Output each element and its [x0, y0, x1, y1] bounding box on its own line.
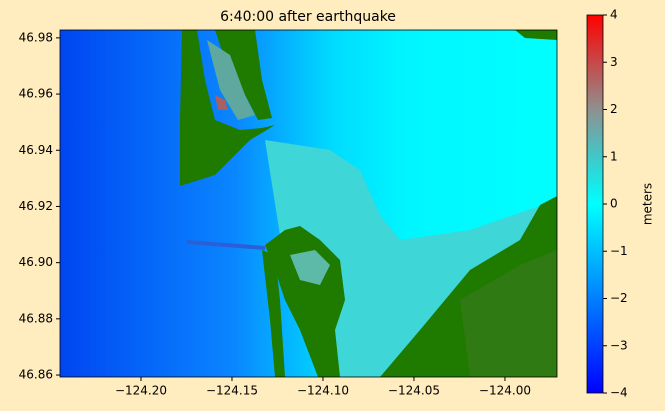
colorbar-tick-label: −1 [610, 244, 628, 258]
colorbar-tick-label: 3 [610, 55, 618, 69]
plot-frame [59, 29, 558, 378]
x-tick-label: −124.15 [206, 384, 258, 398]
colorbar-tick-label: 0 [610, 197, 618, 211]
y-tick-label: 46.92 [19, 199, 53, 213]
map-image [60, 30, 557, 377]
colorbar-tick-label: 2 [610, 102, 618, 116]
y-tick-label: 46.96 [19, 87, 53, 101]
colorbar [586, 14, 604, 394]
y-tick-label: 46.90 [19, 255, 53, 269]
colorbar-label: meters [641, 183, 655, 225]
y-tick-label: 46.94 [19, 143, 53, 157]
y-tick-label: 46.86 [19, 368, 53, 382]
chart-title: 6:40:00 after earthquake [220, 9, 396, 25]
y-tick-label: 46.88 [19, 311, 53, 325]
x-tick-label: −124.00 [479, 384, 531, 398]
x-tick-label: −124.10 [297, 384, 349, 398]
colorbar-tick-label: −2 [610, 291, 628, 305]
colorbar-tick-label: −3 [610, 338, 628, 352]
colorbar-tick-label: 4 [610, 8, 618, 22]
x-tick-label: −124.20 [115, 384, 167, 398]
x-tick-label: −124.05 [388, 384, 440, 398]
colorbar-tick-label: 1 [610, 149, 618, 163]
colorbar-tick-label: −4 [610, 386, 628, 400]
y-tick-label: 46.98 [19, 30, 53, 44]
